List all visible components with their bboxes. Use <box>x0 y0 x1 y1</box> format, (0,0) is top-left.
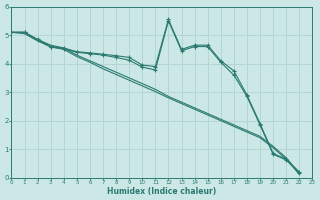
X-axis label: Humidex (Indice chaleur): Humidex (Indice chaleur) <box>107 187 217 196</box>
